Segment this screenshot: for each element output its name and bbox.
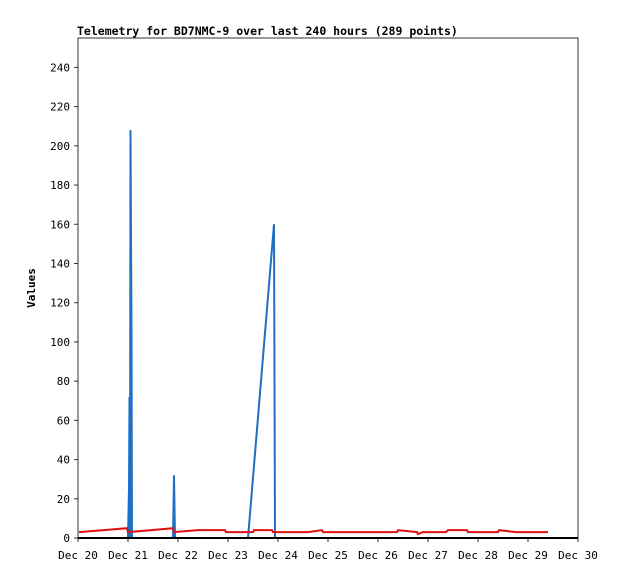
y-tick-label: 120 [50,297,70,310]
x-tick-label: Dec 23 [208,549,248,562]
y-tick-label: 20 [57,493,70,506]
x-tick-label: Dec 29 [508,549,548,562]
y-tick-label: 160 [50,218,70,231]
chart-title: Telemetry for BD7NMC-9 over last 240 hou… [77,24,458,38]
x-tick-label: Dec 20 [58,549,98,562]
y-tick-label: 240 [50,61,70,74]
x-tick-label: Dec 28 [458,549,498,562]
x-tick-label: Dec 26 [358,549,398,562]
y-axis-label: Values [25,268,38,308]
data-line [78,527,548,536]
y-tick-label: 220 [50,101,70,114]
x-tick-label: Dec 24 [258,549,298,562]
x-tick-label: Dec 22 [158,549,198,562]
x-tick-label: Dec 30 [558,549,598,562]
y-tick-label: 80 [57,375,70,388]
x-tick-label: Dec 25 [308,549,348,562]
y-tick-label: 0 [63,532,70,545]
y-tick-label: 180 [50,179,70,192]
x-tick-label: Dec 21 [108,549,148,562]
y-tick-label: 60 [57,414,70,427]
y-tick-label: 140 [50,257,70,270]
x-tick-label: Dec 27 [408,549,448,562]
y-tick-label: 100 [50,336,70,349]
y-tick-label: 40 [57,454,70,467]
y-tick-label: 200 [50,140,70,153]
